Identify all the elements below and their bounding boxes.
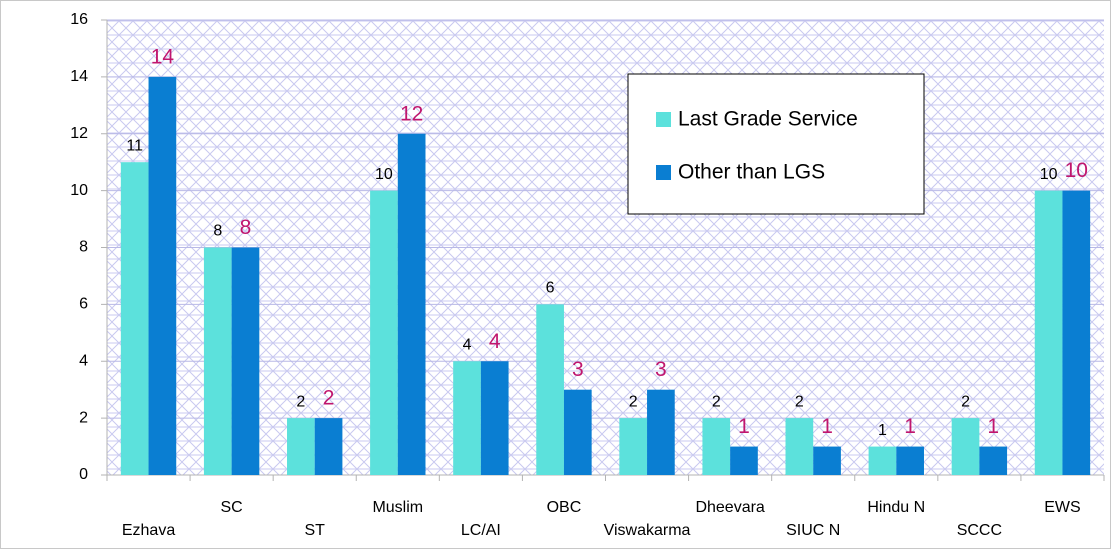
value-label: 8 [240, 216, 252, 239]
bar [868, 446, 897, 475]
legend-swatch [656, 165, 671, 180]
y-tick-label: 10 [70, 182, 88, 199]
bar [896, 446, 924, 475]
bar [120, 162, 149, 475]
legend-swatch [656, 112, 671, 127]
x-tick-label: Dheevara [695, 499, 764, 516]
value-label: 1 [904, 415, 916, 438]
bar [453, 361, 481, 475]
y-tick-label: 12 [70, 125, 88, 142]
bar [813, 446, 841, 475]
value-label: 2 [961, 393, 970, 410]
value-label: 4 [463, 336, 472, 353]
value-label: 1 [878, 422, 887, 439]
value-label: 10 [1040, 166, 1058, 183]
value-label: 2 [712, 393, 721, 410]
bar [314, 418, 343, 475]
bar [480, 361, 509, 475]
bar [730, 446, 758, 475]
legend-label: Other than LGS [678, 161, 825, 184]
y-tick-label: 0 [79, 466, 88, 483]
value-label: 3 [655, 358, 667, 381]
value-label: 3 [572, 358, 584, 381]
value-label: 2 [795, 393, 804, 410]
x-tick-label: Muslim [372, 499, 423, 516]
bar [619, 418, 648, 475]
x-tick-label: Viswakarma [604, 522, 691, 539]
y-tick-label: 4 [79, 352, 88, 369]
x-tick-label: Ezhava [122, 522, 175, 539]
x-tick-label: SC [221, 499, 243, 516]
x-tick-label: SCCC [957, 522, 1002, 539]
bar [785, 418, 814, 475]
bar [536, 304, 564, 475]
x-tick-label: ST [304, 522, 325, 539]
bar [231, 247, 260, 475]
x-tick-label: Hindu N [867, 499, 925, 516]
value-label: 10 [375, 166, 393, 183]
value-label: 1 [987, 415, 999, 438]
legend-label: Last Grade Service [678, 108, 858, 131]
value-label: 6 [546, 280, 555, 297]
bar [647, 389, 675, 475]
y-tick-label: 8 [79, 239, 88, 256]
value-label: 2 [323, 387, 335, 410]
bar [1062, 190, 1091, 475]
bar [370, 190, 398, 475]
value-label: 2 [296, 393, 305, 410]
value-label: 2 [629, 393, 638, 410]
y-tick-label: 14 [70, 68, 88, 85]
bar [979, 446, 1008, 475]
bar [203, 247, 232, 475]
value-label: 8 [213, 223, 222, 240]
value-label: 10 [1065, 159, 1088, 182]
y-tick-label: 16 [70, 11, 88, 28]
value-label: 14 [151, 45, 175, 68]
value-label: 1 [738, 415, 750, 438]
value-label: 4 [489, 330, 501, 353]
bar [397, 133, 426, 475]
legend-box [627, 73, 925, 215]
value-label: 11 [126, 137, 143, 154]
y-tick-label: 6 [79, 296, 88, 313]
bar [563, 389, 592, 475]
bar [951, 418, 980, 475]
x-tick-label: EWS [1044, 499, 1080, 516]
x-tick-label: OBC [547, 499, 582, 516]
bar [148, 76, 177, 475]
value-label: 1 [821, 415, 833, 438]
bar [287, 418, 315, 475]
x-tick-label: SIUC N [786, 522, 840, 539]
bar [1034, 190, 1063, 475]
y-tick-label: 2 [79, 409, 88, 426]
value-label: 12 [400, 102, 423, 125]
bar [702, 418, 731, 475]
x-tick-label: LC/AI [461, 522, 501, 539]
